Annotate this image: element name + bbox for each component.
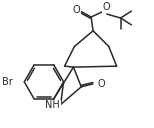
Text: NH: NH bbox=[45, 100, 60, 110]
Text: O: O bbox=[98, 79, 106, 89]
Text: O: O bbox=[73, 5, 80, 15]
Text: Br: Br bbox=[2, 77, 12, 87]
Text: O: O bbox=[102, 2, 110, 12]
